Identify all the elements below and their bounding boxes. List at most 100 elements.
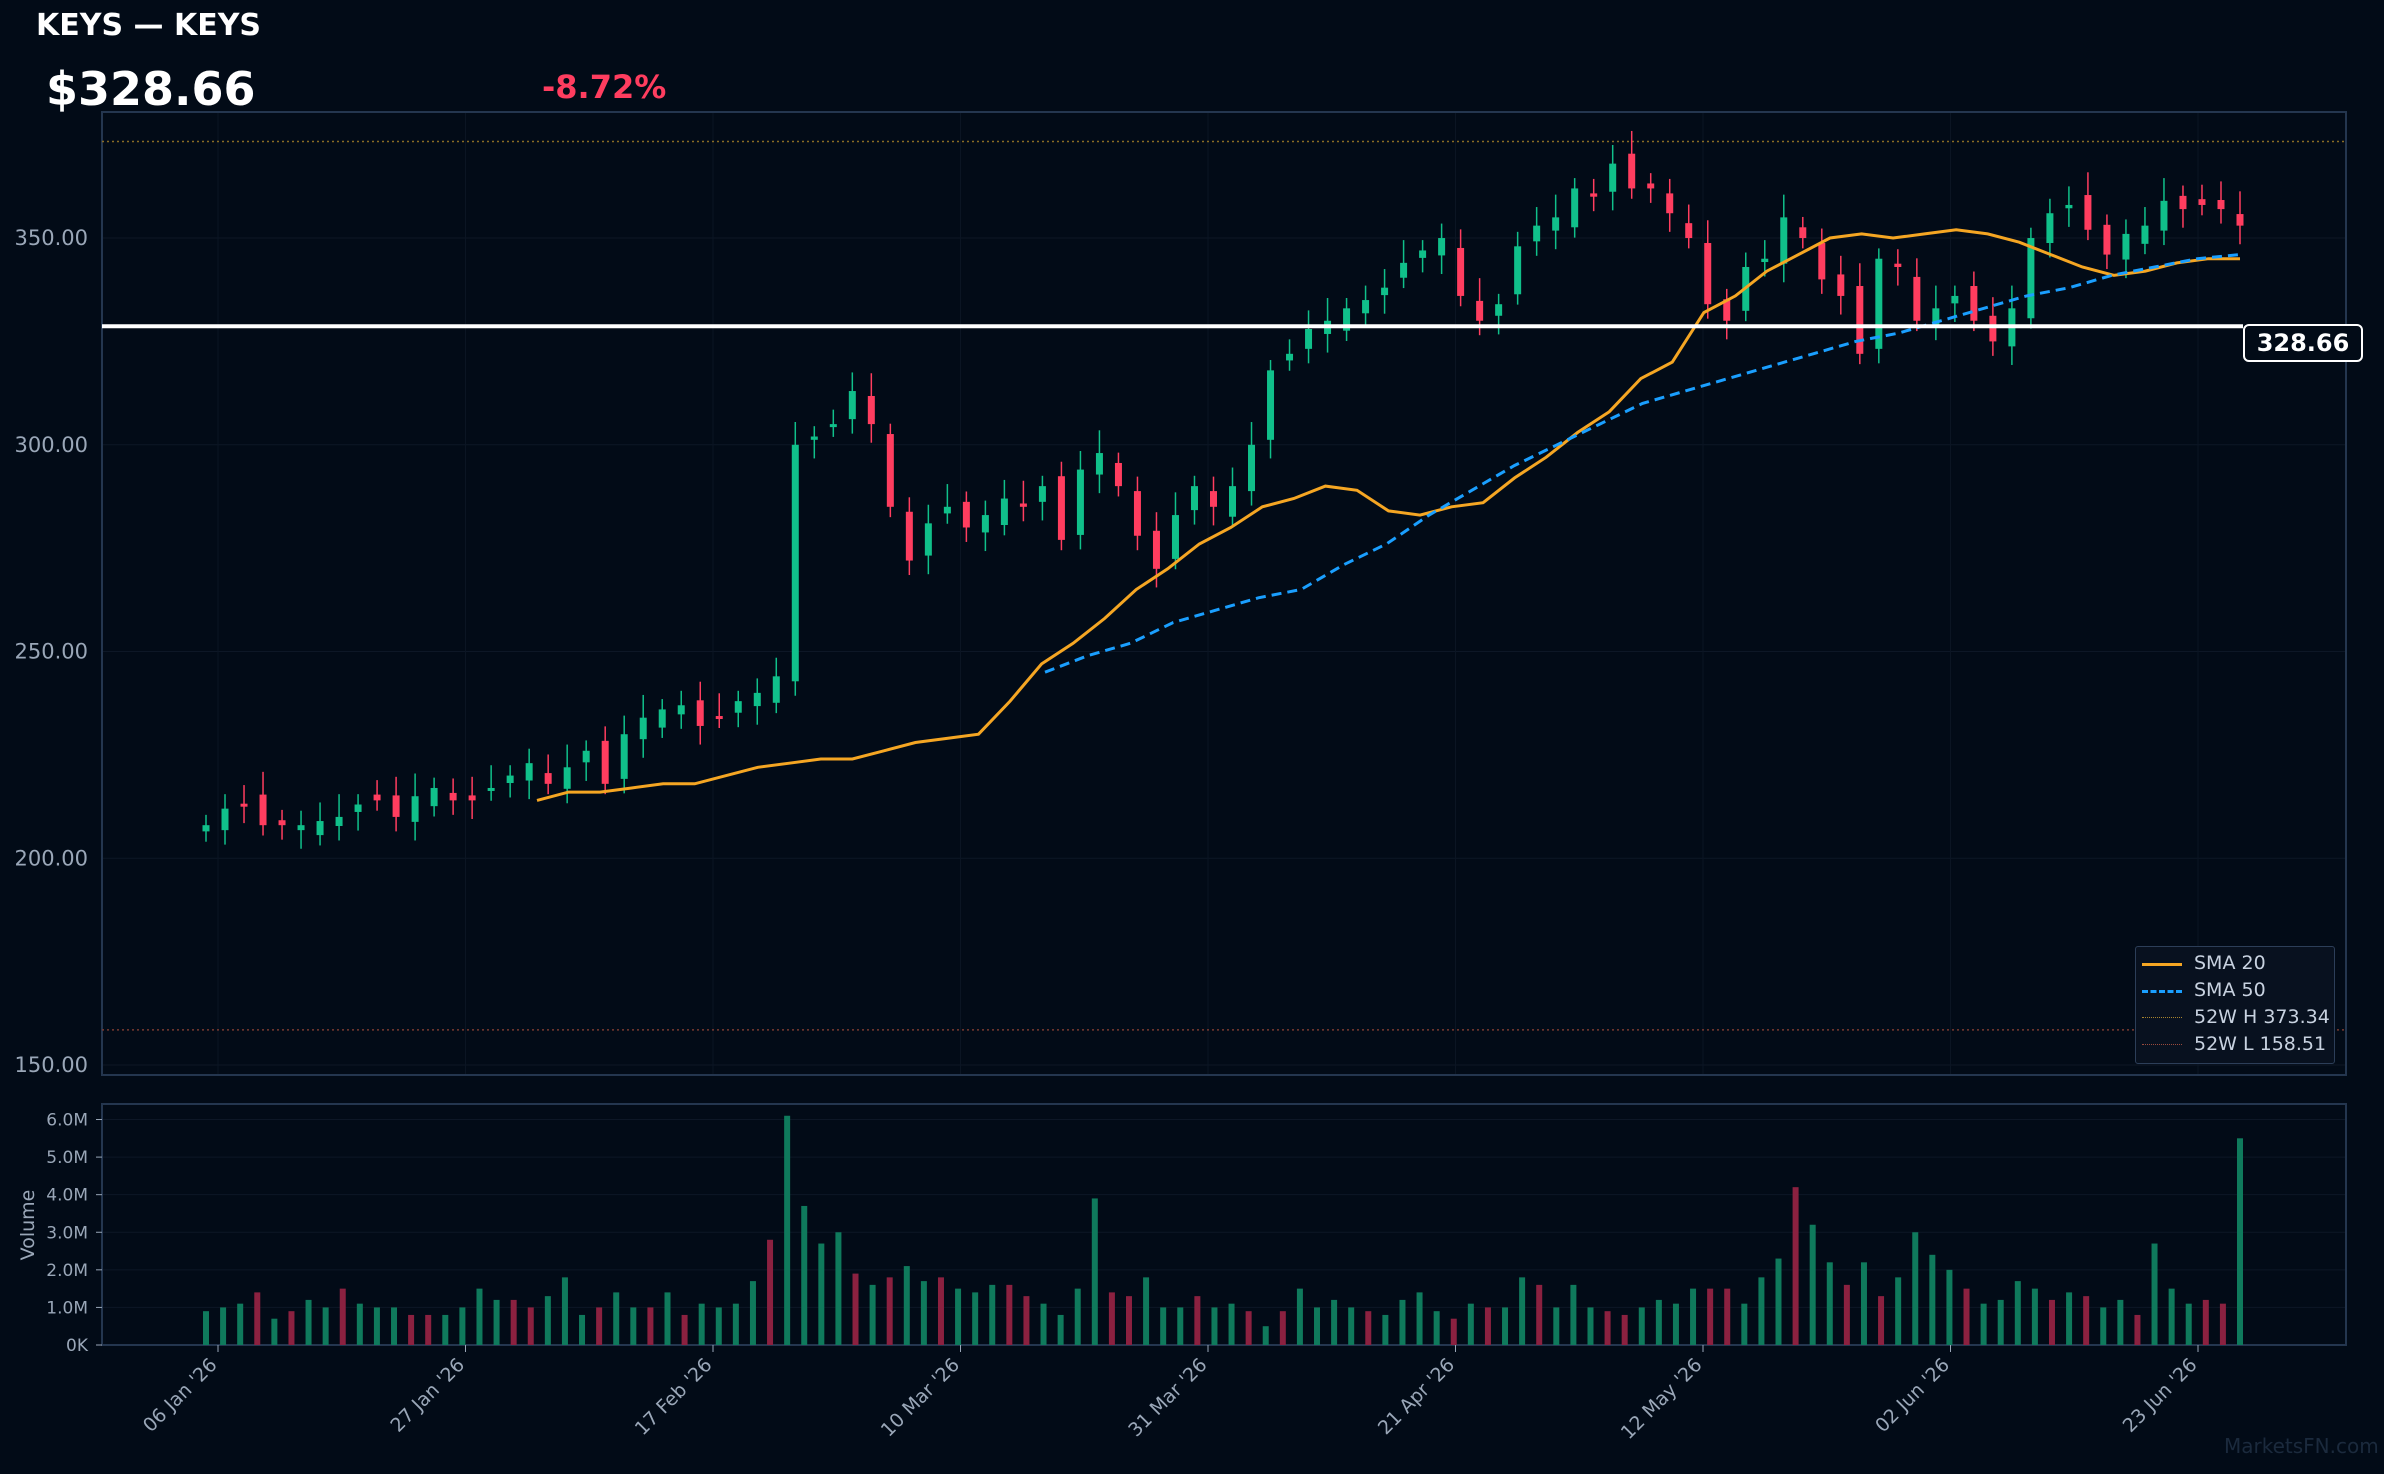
legend-swatch-sma50 bbox=[2142, 990, 2182, 993]
volume-bar bbox=[1963, 1288, 1970, 1345]
volume-bar bbox=[1091, 1198, 1098, 1345]
candle-body bbox=[354, 804, 362, 812]
volume-bar bbox=[1262, 1326, 1269, 1345]
volume-bar bbox=[1621, 1314, 1628, 1345]
sma20-line bbox=[536, 228, 2240, 802]
candle-body bbox=[696, 700, 704, 726]
volume-bar bbox=[1536, 1284, 1543, 1345]
volume-bar bbox=[1655, 1299, 1662, 1345]
candle-body bbox=[1837, 274, 1845, 296]
volume-gridlines bbox=[102, 1119, 2346, 1346]
legend-swatch-52w-low bbox=[2142, 1044, 2182, 1045]
volume-tick-label: 3.0M bbox=[46, 1223, 88, 1243]
candle-body bbox=[2065, 204, 2073, 209]
volume-bar bbox=[237, 1303, 244, 1345]
legend-52w-low: 52W L 158.51 bbox=[2136, 1032, 2334, 1058]
candle-body bbox=[1533, 225, 1541, 242]
candle-body bbox=[411, 796, 419, 822]
candle-body bbox=[1057, 476, 1065, 540]
candle-body bbox=[1666, 193, 1674, 214]
volume-bar bbox=[1741, 1303, 1748, 1345]
volume-bar bbox=[1245, 1311, 1252, 1345]
candle-body bbox=[2103, 224, 2111, 255]
candle-body bbox=[1495, 304, 1503, 316]
volume-bar bbox=[732, 1303, 739, 1345]
date-tick-label: 23 Jun '26 bbox=[2119, 1354, 2202, 1437]
volume-bar bbox=[1382, 1314, 1389, 1345]
candle-body bbox=[202, 825, 210, 832]
candle-body bbox=[1305, 329, 1313, 349]
candle-body bbox=[639, 717, 647, 740]
volume-bar bbox=[835, 1232, 842, 1345]
candle-body bbox=[867, 395, 875, 425]
volume-bar bbox=[1194, 1296, 1201, 1345]
date-tick-label: 17 Feb '26 bbox=[631, 1354, 717, 1440]
candle-body bbox=[715, 716, 723, 720]
candle-body bbox=[1400, 262, 1408, 278]
volume-bar bbox=[1792, 1187, 1799, 1345]
volume-bar bbox=[1279, 1311, 1286, 1345]
candle-body bbox=[2236, 214, 2244, 226]
volume-bar bbox=[305, 1299, 312, 1345]
candle-body bbox=[1476, 300, 1484, 321]
candle-body bbox=[1362, 300, 1370, 314]
volume-bar bbox=[1980, 1303, 1987, 1345]
volume-bar bbox=[254, 1292, 261, 1345]
candle-body bbox=[487, 787, 495, 791]
candle-body bbox=[658, 709, 666, 728]
candle-body bbox=[449, 792, 457, 801]
volume-bar bbox=[920, 1281, 927, 1345]
candle-body bbox=[1514, 246, 1522, 295]
volume-bar bbox=[2134, 1314, 2141, 1345]
candle-body bbox=[2179, 195, 2187, 210]
candle-body bbox=[297, 825, 305, 831]
candle-body bbox=[1647, 183, 1655, 189]
volume-bar bbox=[2100, 1307, 2107, 1345]
candle-body bbox=[1286, 353, 1294, 361]
volume-bar bbox=[664, 1292, 671, 1345]
candle-body bbox=[1171, 515, 1179, 559]
volume-bar bbox=[1074, 1288, 1081, 1345]
candle-body bbox=[1038, 486, 1046, 502]
volume-bar bbox=[1895, 1277, 1902, 1345]
candle-body bbox=[1932, 308, 1940, 326]
candlesticks bbox=[202, 130, 2244, 849]
volume-bar bbox=[852, 1273, 859, 1345]
volume-bar bbox=[2014, 1281, 2021, 1345]
candle-body bbox=[259, 794, 267, 826]
volume-bar bbox=[1296, 1288, 1303, 1345]
candle-body bbox=[848, 391, 856, 420]
candle-body bbox=[525, 763, 533, 781]
volume-tick-label: 2.0M bbox=[46, 1261, 88, 1281]
candle-body bbox=[1019, 503, 1027, 507]
volume-tick-label: 1.0M bbox=[46, 1298, 88, 1318]
volume-bar bbox=[1433, 1311, 1440, 1345]
candle-body bbox=[221, 808, 229, 831]
volume-bar bbox=[1502, 1307, 1509, 1345]
candle-body bbox=[2122, 233, 2130, 260]
volume-bar bbox=[408, 1314, 415, 1345]
candle-body bbox=[981, 515, 989, 533]
legend-sma50: SMA 50 bbox=[2136, 978, 2334, 1004]
volume-bar bbox=[1587, 1307, 1594, 1345]
volume-bar bbox=[869, 1284, 876, 1345]
price-change: -8.72% bbox=[542, 68, 667, 106]
volume-bar bbox=[2048, 1299, 2055, 1345]
last-price-tag: 328.66 bbox=[2243, 324, 2363, 362]
volume-bar bbox=[1160, 1307, 1167, 1345]
candle-body bbox=[1723, 299, 1731, 321]
volume-bar bbox=[322, 1307, 329, 1345]
volume-bar bbox=[1724, 1288, 1731, 1345]
price-tick-label: 150.00 bbox=[15, 1053, 88, 1077]
volume-bar bbox=[1860, 1262, 1867, 1345]
volume-bar bbox=[510, 1299, 517, 1345]
legend-sma20: SMA 20 bbox=[2136, 951, 2334, 977]
volume-bar bbox=[698, 1303, 705, 1345]
volume-bar bbox=[801, 1205, 808, 1345]
candle-body bbox=[943, 506, 951, 514]
candle-body bbox=[373, 794, 381, 801]
candle-body bbox=[240, 803, 248, 807]
volume-bar bbox=[579, 1314, 586, 1345]
candle-body bbox=[1875, 258, 1883, 349]
volume-bar bbox=[391, 1307, 398, 1345]
